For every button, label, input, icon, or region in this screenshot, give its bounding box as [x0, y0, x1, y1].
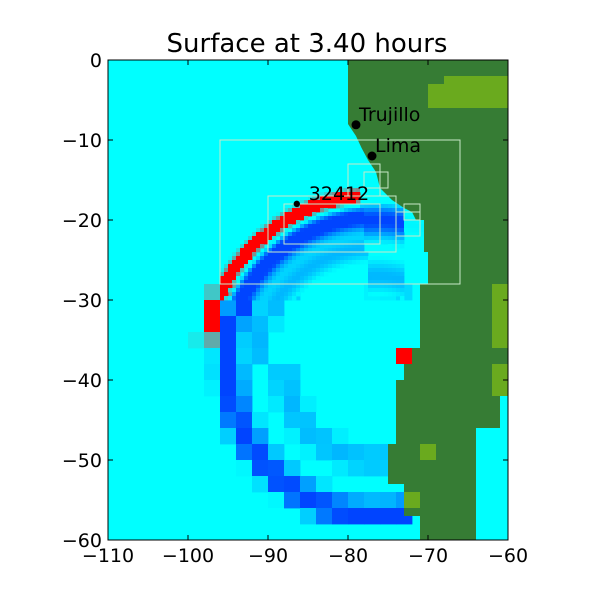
- amr-patches: [219, 139, 461, 285]
- y-tick-label: 0: [90, 50, 102, 72]
- y-tick-label: −50: [62, 450, 102, 472]
- x-tick-label: −100: [162, 545, 214, 567]
- y-tick-label: −20: [62, 210, 102, 232]
- wave-field: [188, 184, 429, 525]
- marker-label-trujillo: Trujillo: [358, 104, 420, 126]
- marker-label-32412: 32412: [309, 183, 369, 205]
- y-tick-label: −30: [62, 290, 102, 312]
- x-tick-label: −80: [328, 545, 368, 567]
- marker-label-lima: Lima: [375, 135, 421, 157]
- marker-lima: [367, 151, 377, 161]
- y-tick-label: −60: [62, 530, 102, 552]
- plot-area: [108, 60, 508, 540]
- y-tick-label: −40: [62, 370, 102, 392]
- axis-ticks: −110 −100 −90 −80 −70 −60 0 −10 −20 −30 −40 −50 −60: [62, 50, 528, 567]
- location-markers: Trujillo Lima 32412: [293, 104, 421, 208]
- y-tick-label: −10: [62, 130, 102, 152]
- marker-trujillo: [351, 120, 361, 130]
- chart-title: Surface at 3.40 hours: [167, 29, 448, 59]
- x-tick-label: −90: [248, 545, 288, 567]
- x-tick-label: −60: [488, 545, 528, 567]
- x-tick-label: −70: [408, 545, 448, 567]
- x-tick-label: −110: [82, 545, 134, 567]
- marker-32412: [293, 200, 300, 208]
